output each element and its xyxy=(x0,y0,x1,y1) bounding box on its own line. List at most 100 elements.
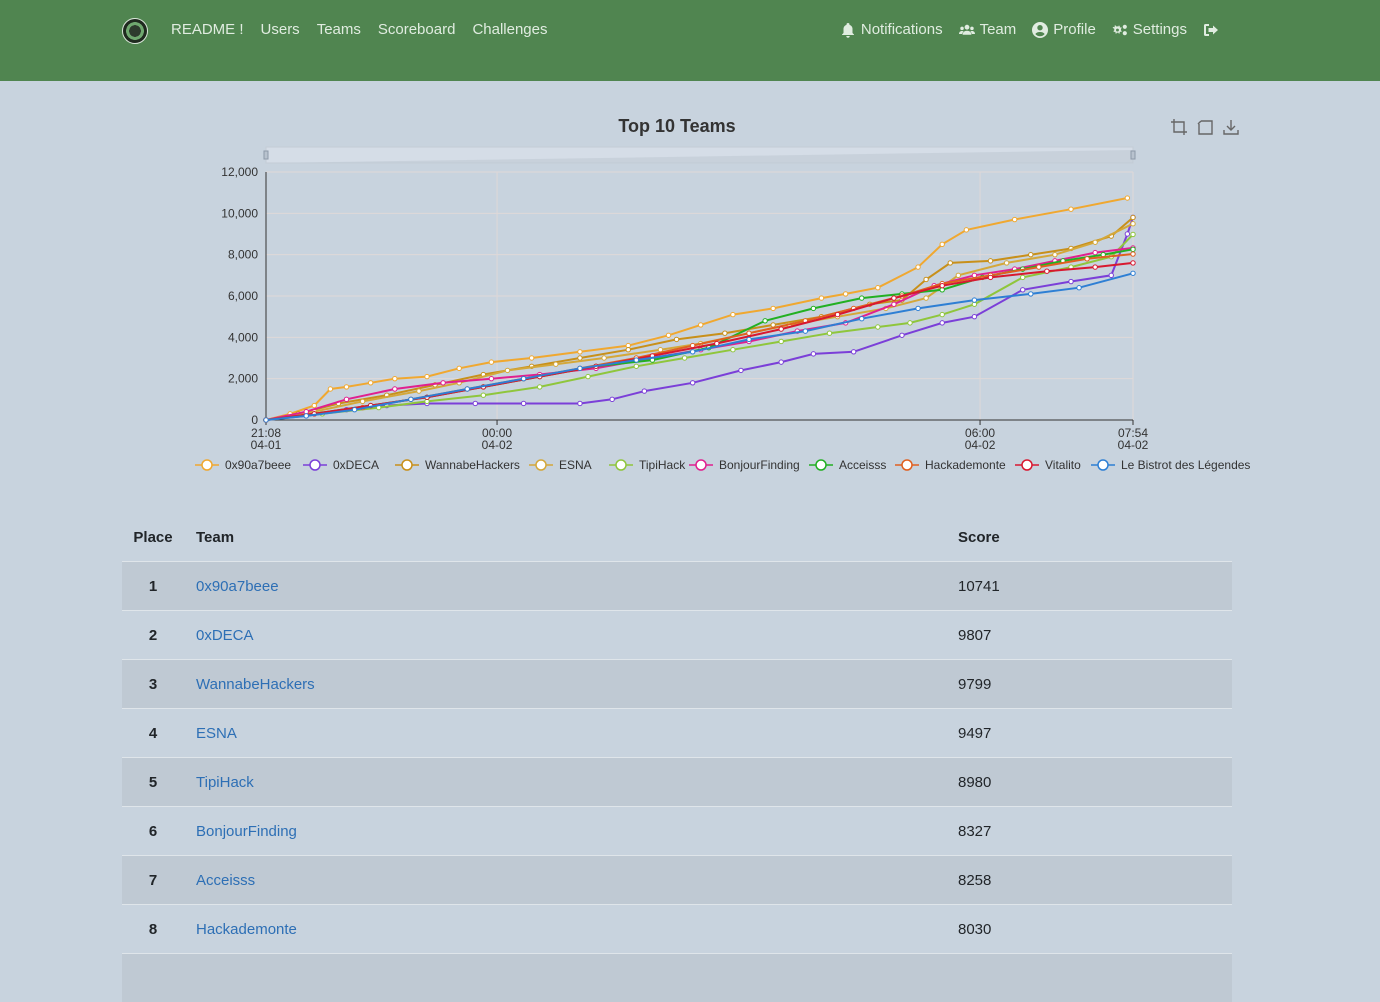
legend-marker[interactable] xyxy=(695,459,707,471)
series-point xyxy=(738,367,744,374)
legend-marker[interactable] xyxy=(1021,459,1033,471)
legend-marker[interactable] xyxy=(535,459,547,471)
datazoom-handle-right[interactable] xyxy=(1130,150,1136,160)
legend-label[interactable]: Vitalito xyxy=(1045,458,1081,472)
row-score: 8980 xyxy=(958,773,992,791)
legend-label[interactable]: ESNA xyxy=(559,458,592,472)
series-point xyxy=(963,227,970,233)
legend-marker[interactable] xyxy=(401,459,413,471)
y-tick-label: 6,000 xyxy=(228,289,258,303)
table-row: 8 Hackademonte 8030 xyxy=(122,904,1232,953)
users-icon xyxy=(958,24,975,35)
table-row: 4 ESNA 9497 xyxy=(122,708,1232,757)
series-point xyxy=(875,285,881,291)
series-point xyxy=(1028,251,1034,258)
legend-marker[interactable] xyxy=(901,459,913,471)
series-point xyxy=(955,272,962,279)
team-link[interactable]: 0x90a7beee xyxy=(196,577,279,595)
nav-notifications[interactable]: Notifications xyxy=(840,20,943,39)
table-row-partial xyxy=(122,953,1232,1002)
series-point xyxy=(263,417,269,423)
datazoom-handle-left[interactable] xyxy=(263,150,269,160)
series-point xyxy=(987,258,994,264)
legend-label[interactable]: Acceisss xyxy=(839,458,886,472)
series-point xyxy=(915,264,921,270)
chart-canvas: 02,0004,0006,0008,00010,00012,00021:0804… xyxy=(195,146,1250,472)
nav-logout[interactable] xyxy=(1203,22,1219,38)
legend-label[interactable]: BonjourFinding xyxy=(719,458,800,472)
series-point xyxy=(1092,264,1098,270)
ctf-logo-icon[interactable] xyxy=(122,18,148,44)
series-point xyxy=(480,392,487,398)
series-point xyxy=(1020,274,1026,281)
team-link[interactable]: WannabeHackers xyxy=(196,675,315,693)
series-point xyxy=(770,305,776,312)
series-point xyxy=(939,311,945,318)
series-point xyxy=(802,328,809,334)
series-point xyxy=(971,297,978,303)
top-navbar: README ! Users Teams Scoreboard Challeng… xyxy=(0,0,1380,81)
user-circle-icon xyxy=(1032,21,1049,38)
legend-label[interactable]: TipiHack xyxy=(639,458,686,472)
series-point xyxy=(939,282,945,289)
legend-label[interactable]: 0xDECA xyxy=(333,458,379,472)
series-point xyxy=(681,355,688,361)
series-point xyxy=(730,347,736,353)
legend-marker[interactable] xyxy=(615,459,627,471)
series-point xyxy=(859,316,865,322)
row-score: 9497 xyxy=(958,724,992,742)
legend-label[interactable]: Le Bistrot des Légendes xyxy=(1121,458,1250,472)
series-point xyxy=(351,406,358,413)
download-icon[interactable] xyxy=(1222,118,1240,136)
nav-team[interactable]: Team xyxy=(958,20,1017,39)
nav-users[interactable]: Users xyxy=(260,21,300,38)
series-point xyxy=(553,361,559,367)
nav-scoreboard[interactable]: Scoreboard xyxy=(377,21,456,38)
team-link[interactable]: Acceisss xyxy=(196,871,256,889)
legend-label[interactable]: WannabeHackers xyxy=(425,458,520,472)
row-score: 8258 xyxy=(958,871,992,889)
series-point xyxy=(601,355,607,361)
legend-marker[interactable] xyxy=(201,459,213,471)
bell-icon xyxy=(841,22,854,38)
legend-marker[interactable] xyxy=(815,459,827,471)
series-point xyxy=(504,367,511,374)
team-link[interactable]: Hackademonte xyxy=(196,920,297,938)
series-point xyxy=(899,332,905,338)
series-point xyxy=(537,384,543,390)
series-point xyxy=(416,388,422,394)
x-tick-label: 00:00 xyxy=(482,426,512,440)
team-link[interactable]: BonjourFinding xyxy=(196,822,297,840)
team-link[interactable]: 0xDECA xyxy=(196,626,254,644)
legend-marker[interactable] xyxy=(309,459,321,471)
series-point xyxy=(891,301,897,307)
legend-label[interactable]: 0x90a7beee xyxy=(225,458,291,472)
series-point xyxy=(1108,272,1114,279)
series-point xyxy=(923,276,929,283)
table-row: 6 BonjourFinding 8327 xyxy=(122,806,1232,855)
nav-readme[interactable]: README ! xyxy=(171,21,244,38)
nav-profile[interactable]: Profile xyxy=(1032,20,1096,39)
nav-challenges[interactable]: Challenges xyxy=(472,21,548,38)
series-point xyxy=(673,336,680,343)
series-point xyxy=(1130,214,1136,221)
nav-team-label: Team xyxy=(979,21,1017,38)
legend-marker[interactable] xyxy=(1097,459,1109,471)
team-link[interactable]: ESNA xyxy=(196,724,237,742)
legend-label[interactable]: Hackademonte xyxy=(925,458,1006,472)
zoom-select-icon[interactable] xyxy=(1170,118,1188,136)
table-header: Place Team Score xyxy=(122,513,1232,561)
series-point xyxy=(392,386,398,392)
series-point xyxy=(1092,239,1098,245)
series-point xyxy=(730,311,736,318)
series-point xyxy=(1092,249,1098,256)
series-point xyxy=(891,295,897,301)
nav-settings[interactable]: Settings xyxy=(1112,20,1187,39)
series-point xyxy=(1084,256,1090,262)
team-link[interactable]: TipiHack xyxy=(196,773,254,791)
nav-teams[interactable]: Teams xyxy=(316,21,361,38)
zoom-reset-icon[interactable] xyxy=(1196,118,1214,136)
series-point xyxy=(424,373,430,380)
series-point xyxy=(327,386,334,392)
series-point xyxy=(875,324,881,330)
